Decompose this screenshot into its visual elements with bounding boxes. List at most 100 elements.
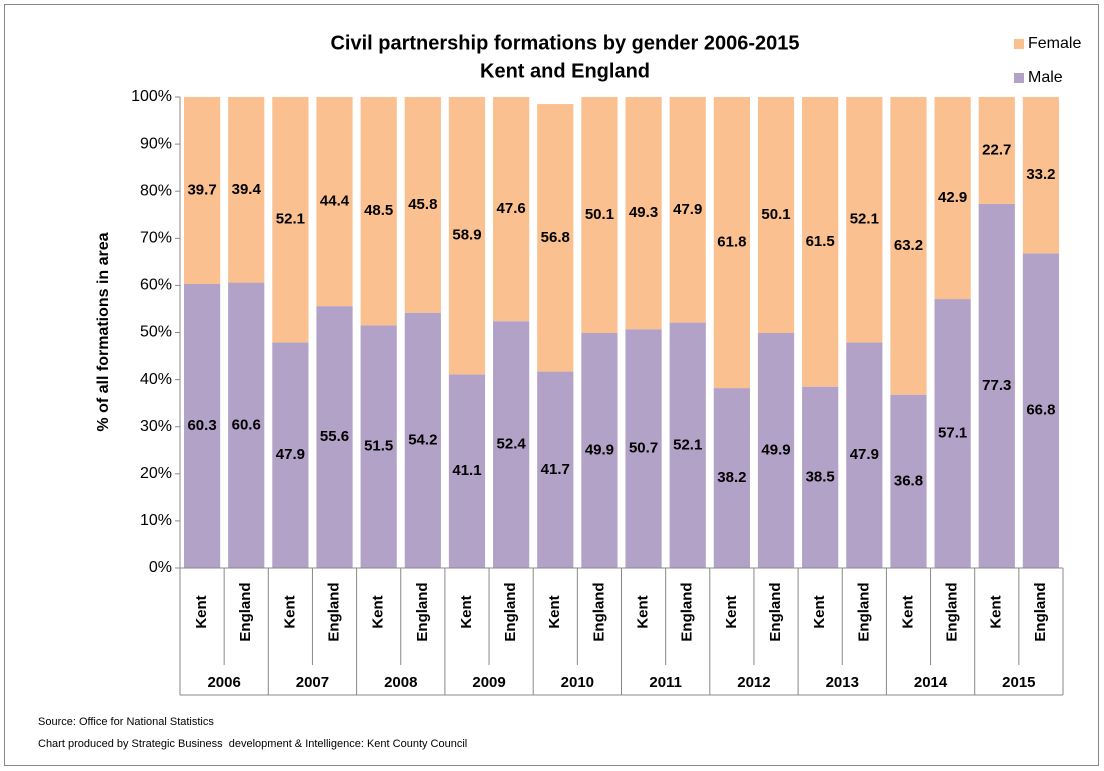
group-label: 2011 [649, 674, 682, 691]
group-label: 2009 [472, 674, 505, 691]
data-label: 47.9 [850, 446, 879, 463]
bar-segment [537, 104, 574, 372]
x-tick-label: Kent [458, 595, 475, 628]
chart-subtitle: Kent and England [480, 60, 650, 82]
bar-segment [802, 386, 839, 568]
bar-segment [757, 332, 795, 568]
y-tick-label: 0% [149, 559, 172, 576]
data-label: 47.6 [497, 200, 526, 217]
bar-segment [316, 97, 353, 307]
data-label: 60.3 [187, 417, 216, 434]
bar-segment [846, 342, 883, 568]
data-label: 38.5 [806, 468, 835, 485]
bar-segment [493, 321, 530, 568]
bar-segment [537, 371, 574, 568]
x-tick-label: Kent [723, 595, 740, 628]
data-label: 48.5 [364, 202, 393, 219]
x-tick-label: England [855, 582, 872, 641]
x-tick-label: Kent [811, 595, 828, 628]
legend-swatch [1014, 73, 1024, 83]
bar-segment [890, 97, 927, 395]
x-tick-label: England [944, 582, 961, 641]
data-label: 49.3 [629, 204, 658, 221]
x-tick-label: Kent [988, 595, 1005, 628]
data-label: 39.4 [232, 181, 262, 198]
bar-segment [934, 97, 971, 300]
data-label: 61.8 [717, 234, 746, 251]
data-label: 63.2 [894, 237, 923, 254]
x-tick-label: England [502, 582, 519, 641]
x-tick-label: England [590, 582, 607, 641]
bar-segment [272, 342, 309, 568]
bar-segment [713, 97, 750, 389]
chart-title: Civil partnership formations by gender 2… [330, 32, 799, 54]
x-tick-label: England [237, 582, 254, 641]
data-label: 50.7 [629, 440, 658, 457]
y-tick-label: 20% [140, 465, 172, 482]
group-label: 2010 [561, 674, 594, 691]
data-label: 52.1 [850, 211, 879, 228]
bar-segment [272, 97, 309, 343]
y-tick-label: 60% [140, 277, 172, 294]
y-tick-label: 40% [140, 371, 172, 388]
bar-segment [846, 97, 883, 343]
data-label: 52.1 [673, 436, 702, 453]
bar-segment [757, 97, 795, 333]
bar-segment [448, 97, 486, 375]
data-label: 41.1 [452, 462, 481, 479]
data-label: 41.7 [541, 461, 570, 478]
bar-segment [802, 97, 839, 387]
bar-segment [360, 325, 397, 568]
data-label: 55.6 [320, 428, 349, 445]
data-label: 66.8 [1026, 402, 1055, 419]
bar-segment [581, 97, 618, 333]
bar-segment [228, 97, 265, 283]
source-note: Source: Office for National Statistics [38, 716, 214, 728]
x-tick-label: Kent [370, 595, 387, 628]
x-tick-label: Kent [193, 595, 210, 628]
data-label: 77.3 [982, 377, 1011, 394]
legend-label: Female [1028, 35, 1081, 52]
group-label: 2014 [914, 674, 948, 691]
data-label: 49.9 [585, 441, 614, 458]
x-tick-label: England [767, 582, 784, 641]
data-label: 36.8 [894, 472, 923, 489]
data-label: 38.2 [717, 469, 746, 486]
group-label: 2006 [207, 674, 240, 691]
bar-segment [713, 388, 750, 568]
data-label: 50.1 [585, 206, 614, 223]
y-tick-label: 70% [140, 230, 172, 247]
group-label: 2007 [296, 674, 329, 691]
data-label: 47.9 [276, 446, 305, 463]
y-tick-label: 10% [140, 512, 172, 529]
data-label: 54.2 [408, 431, 437, 448]
bar-segment [404, 312, 441, 568]
group-label: 2013 [826, 674, 859, 691]
x-tick-label: Kent [546, 595, 563, 628]
data-label: 33.2 [1026, 166, 1055, 183]
data-label: 52.1 [276, 211, 305, 228]
bar-segment [978, 203, 1015, 569]
data-label: 45.8 [408, 196, 437, 213]
bar-segment [448, 374, 486, 568]
data-label: 61.5 [806, 233, 835, 250]
bar-segment [581, 332, 618, 568]
group-label: 2012 [737, 674, 770, 691]
group-label: 2008 [384, 674, 417, 691]
bar-segment [316, 306, 353, 568]
data-label: 57.1 [938, 424, 967, 441]
bar-segment [1022, 97, 1060, 254]
data-label: 22.7 [982, 141, 1011, 158]
y-tick-label: 50% [140, 324, 172, 341]
bar-segment [934, 299, 971, 568]
data-label: 42.9 [938, 189, 967, 206]
legend-label: Male [1028, 69, 1063, 86]
data-label: 56.8 [541, 229, 570, 246]
data-label: 47.9 [673, 201, 702, 218]
x-tick-label: England [679, 582, 696, 641]
y-axis-label: % of all formations in area [95, 232, 112, 431]
bar-segment [669, 322, 706, 568]
bar-segment [669, 97, 706, 323]
x-tick-label: England [1032, 582, 1049, 641]
